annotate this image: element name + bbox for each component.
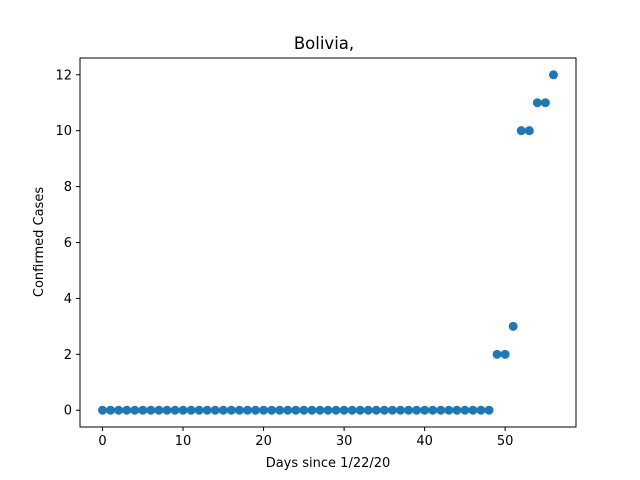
data-point: [548, 70, 558, 80]
data-point: [251, 405, 261, 415]
data-point: [307, 405, 317, 415]
data-point: [484, 405, 494, 415]
x-axis-label: Days since 1/22/20: [266, 456, 391, 471]
x-tick-label: 30: [336, 434, 353, 449]
data-point: [460, 405, 470, 415]
data-point: [468, 405, 478, 415]
data-point: [259, 405, 269, 415]
x-tick-label: 0: [98, 434, 106, 449]
data-point: [283, 405, 293, 415]
data-point: [226, 405, 236, 415]
x-tick-label: 40: [416, 434, 433, 449]
y-tick-label: 4: [64, 292, 72, 307]
y-tick-label: 10: [55, 124, 72, 139]
data-point: [452, 405, 462, 415]
data-point: [242, 405, 252, 415]
data-point: [412, 405, 422, 415]
data-point: [476, 405, 486, 415]
data-point: [355, 405, 365, 415]
data-point: [428, 405, 438, 415]
data-point: [524, 126, 534, 136]
data-point: [122, 405, 132, 415]
data-point: [210, 405, 220, 415]
data-point: [218, 405, 228, 415]
data-point: [186, 405, 196, 415]
data-point: [371, 405, 381, 415]
y-tick-label: 0: [64, 404, 72, 419]
data-point: [540, 98, 550, 108]
data-point: [138, 405, 148, 415]
data-point: [492, 349, 502, 359]
axis-ticks: 0 10 20 30 40 50 0 2 4 6 8 10 12: [55, 68, 513, 449]
y-tick-label: 6: [64, 236, 72, 251]
data-point: [420, 405, 430, 415]
y-tick-label: 12: [55, 68, 72, 83]
data-point: [178, 405, 188, 415]
data-point: [234, 405, 244, 415]
y-tick-label: 2: [64, 348, 72, 363]
data-point: [114, 405, 124, 415]
y-tick-label: 8: [64, 180, 72, 195]
data-point: [130, 405, 140, 415]
data-point: [154, 405, 164, 415]
data-point: [299, 405, 309, 415]
x-tick-label: 50: [497, 434, 514, 449]
data-point: [404, 405, 414, 415]
data-point: [500, 349, 510, 359]
data-point: [275, 405, 285, 415]
data-point: [331, 405, 341, 415]
data-point: [363, 405, 373, 415]
y-axis-label: Confirmed Cases: [32, 187, 47, 297]
data-point: [194, 405, 204, 415]
x-tick-label: 20: [255, 434, 272, 449]
plot-area-frame: [79, 57, 577, 428]
data-point: [202, 405, 212, 415]
data-point: [508, 321, 518, 331]
data-point: [170, 405, 180, 415]
data-point: [267, 405, 277, 415]
data-point: [444, 405, 454, 415]
data-point: [323, 405, 333, 415]
chart-title: Bolivia,: [294, 34, 354, 53]
data-point: [339, 405, 349, 415]
data-point: [379, 405, 389, 415]
data-points: [98, 70, 558, 415]
data-point: [387, 405, 397, 415]
data-point: [146, 405, 156, 415]
data-point: [532, 98, 542, 108]
data-point: [106, 405, 116, 415]
data-point: [291, 405, 301, 415]
data-point: [516, 126, 526, 136]
x-tick-label: 10: [175, 434, 192, 449]
data-point: [98, 405, 108, 415]
data-point: [436, 405, 446, 415]
data-point: [395, 405, 405, 415]
data-point: [347, 405, 357, 415]
data-point: [162, 405, 172, 415]
data-point: [315, 405, 325, 415]
